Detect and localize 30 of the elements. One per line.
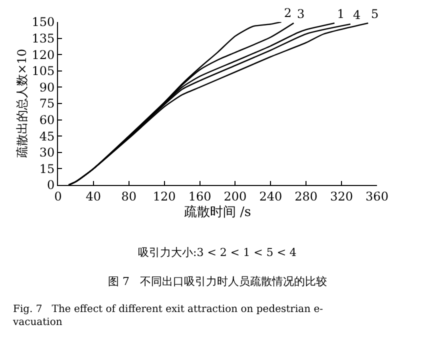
y-tick-label: 120: [32, 48, 55, 62]
series-label: 5: [371, 7, 379, 21]
y-tick-label: 45: [39, 129, 55, 144]
series-label: 4: [353, 8, 361, 22]
x-tick-label: 80: [121, 189, 137, 204]
x-tick-label: 320: [330, 189, 354, 204]
series-label: 2: [284, 6, 292, 20]
y-axis-title: 疏散出的总人数×10: [14, 48, 29, 158]
y-tick-label: 75: [39, 96, 55, 111]
y-tick-label: 0: [46, 178, 55, 192]
y-tick-label: 60: [39, 113, 55, 127]
y-tick-label: 135: [32, 32, 55, 46]
x-tick-label: 200: [224, 189, 247, 204]
caption: 图 7 不同出口吸引力时人员疏散情况的比较: [108, 275, 327, 288]
x-tick-label: 360: [366, 189, 388, 204]
x-axis-title: 疏散时间 /s: [184, 205, 252, 220]
y-tick-label: 105: [32, 64, 55, 78]
x-tick-label: 240: [259, 189, 282, 204]
series-label: 3: [297, 7, 305, 21]
series-label: 1: [337, 7, 345, 21]
y-tick-label: 150: [32, 15, 55, 30]
x-tick-label: 160: [188, 189, 212, 204]
y-tick-label: 90: [39, 80, 55, 94]
x-tick-label: 40: [86, 189, 102, 204]
text: 吸引力大小:3 < 2 < 1 < 5 < 4: [138, 246, 297, 259]
x-tick-label: 280: [294, 189, 318, 204]
y-tick-label: 15: [39, 162, 55, 176]
caption: Fig. 7 The effect of different exit attraction on pedestrian e- vacuation: [12, 304, 324, 328]
x-tick-label: 120: [152, 189, 176, 204]
y-tick-label: 30: [39, 146, 55, 160]
